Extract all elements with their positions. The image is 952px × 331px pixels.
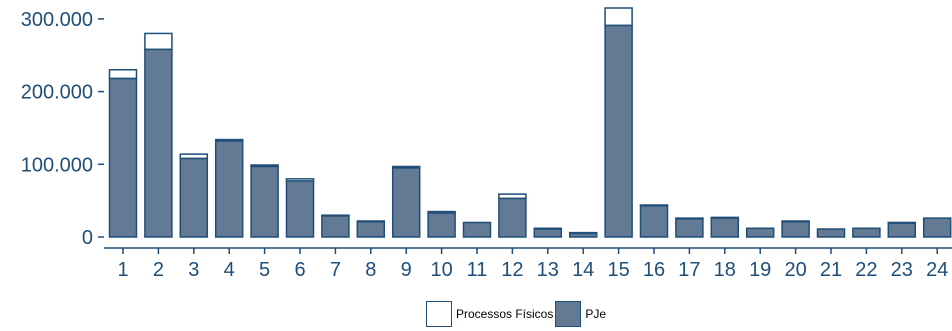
bar-processos-fisicos <box>108 69 138 80</box>
bar-pje <box>321 215 350 238</box>
x-tick-label: 22 <box>855 259 877 281</box>
x-tick-label: 17 <box>678 259 700 281</box>
bar-pje <box>214 140 244 238</box>
x-tick-label: 2 <box>153 259 164 281</box>
legend-label-processos-fisicos: Processos Físicos <box>456 307 554 321</box>
y-tick-label: 300.000 <box>21 9 93 31</box>
bar-pje <box>391 167 421 238</box>
x-tick-label: 24 <box>926 259 948 281</box>
x-tick-label: 8 <box>365 259 376 281</box>
x-tick-label: 16 <box>643 259 665 281</box>
bar-pje <box>498 197 527 238</box>
x-tick-label: 21 <box>820 259 842 281</box>
legend-swatch-pje <box>555 301 582 327</box>
x-tick-label: 23 <box>891 259 913 281</box>
x-tick-label: 19 <box>749 259 771 281</box>
x-tick-label: 15 <box>607 259 629 281</box>
bar-pje <box>922 217 952 238</box>
x-tick-label: 12 <box>501 259 523 281</box>
bar-pje <box>108 77 138 238</box>
x-tick-label: 4 <box>224 259 235 281</box>
y-tick-label: 0 <box>82 227 93 249</box>
bar-pje <box>745 227 775 238</box>
x-tick-label: 7 <box>330 259 341 281</box>
x-tick-label: 1 <box>117 259 128 281</box>
chart-legend: Processos Físicos PJe <box>426 300 608 328</box>
x-tick-label: 20 <box>784 259 806 281</box>
bar-pje <box>852 227 881 238</box>
bar-pje <box>887 222 917 238</box>
x-tick-label: 10 <box>430 259 452 281</box>
x-tick-label: 5 <box>259 259 270 281</box>
bar-pje <box>568 232 598 238</box>
bar-pje <box>285 180 315 238</box>
bar-pje <box>781 220 810 238</box>
bar-pje <box>675 218 704 238</box>
x-tick-label: 13 <box>537 259 559 281</box>
bar-pje <box>816 228 846 238</box>
x-tick-label: 18 <box>714 259 736 281</box>
x-tick-label: 3 <box>188 259 199 281</box>
legend-label-pje: PJe <box>585 307 607 321</box>
y-tick-label: 100.000 <box>21 154 93 176</box>
x-tick-label: 11 <box>467 259 488 281</box>
bar-processos-fisicos <box>604 7 633 27</box>
bar-pje <box>710 217 740 238</box>
bar-pje <box>462 221 492 238</box>
y-tick-label: 200.000 <box>21 82 93 104</box>
legend-item-pje: PJe <box>555 301 606 327</box>
bar-pje <box>144 48 173 238</box>
bar-pje <box>356 220 386 238</box>
x-tick-label: 6 <box>294 259 305 281</box>
bar-pje <box>639 204 669 238</box>
bar-pje <box>179 157 209 238</box>
bar-pje <box>604 24 633 238</box>
x-tick-label: 9 <box>401 259 412 281</box>
bar-pje <box>250 165 279 238</box>
bar-processos-fisicos <box>144 32 173 51</box>
bar-pje <box>533 228 563 238</box>
legend-item-processos-fisicos: Processos Físicos <box>426 301 553 327</box>
x-tick-label: 14 <box>572 259 594 281</box>
legend-swatch-processos-fisicos <box>426 301 452 327</box>
bar-pje <box>427 212 456 238</box>
